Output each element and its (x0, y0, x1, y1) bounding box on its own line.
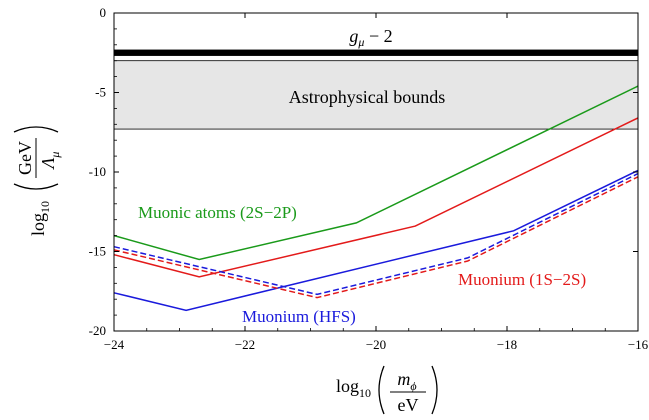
series-hfs (113, 169, 639, 312)
band-g-2 (114, 49, 638, 56)
xlabel-num-sub: ϕ (410, 379, 416, 393)
annotation-muonic-atoms: Muonic atoms (2S−2P) (138, 203, 297, 222)
x-tick-label: −22 (235, 337, 255, 352)
band-label-astro: Astrophysical bounds (289, 87, 446, 107)
annotation-muonium-hfs: Muonium (HFS) (242, 307, 356, 326)
series-atoms (113, 85, 639, 261)
xlabel-prefix: log (336, 376, 359, 396)
y-tick-label: 0 (100, 5, 107, 20)
xlabel-sub: 10 (359, 386, 371, 400)
ticks-layer: −24 −22 −20 −18 −16 0 -5 -10 -15 -20 (89, 5, 649, 352)
x-tick-label: −16 (628, 337, 649, 352)
g2-main: g (349, 26, 358, 46)
svg-text:Λμ: Λμ (38, 152, 62, 171)
svg-text:log10: log10 (28, 201, 52, 236)
x-tick-label: −24 (104, 337, 125, 352)
svg-text:log10: log10 (336, 376, 371, 400)
y-tick-label: -5 (95, 85, 106, 100)
xlabel-paren-left (378, 365, 385, 415)
x-tick-label: −18 (497, 337, 517, 352)
series-dash_red (113, 176, 639, 299)
ylabel-prefix: log (28, 213, 48, 236)
xlabel-paren-right (431, 365, 438, 415)
band-label-g2: gμ − 2 (349, 26, 392, 49)
series-layer (113, 85, 639, 312)
y-tick-label: -15 (89, 244, 106, 259)
g2-sub: μ (357, 35, 364, 49)
ylabel-den-main: Λ (38, 157, 58, 170)
annotation-muonium-1s2s: Muonium (1S−2S) (458, 270, 586, 289)
series-muonium_1s2s (113, 117, 639, 278)
x-axis-label: log10 mϕ eV (336, 365, 438, 415)
y-tick-label: -20 (89, 323, 106, 338)
ylabel-paren-left (13, 183, 59, 190)
ylabel-paren-right (13, 126, 59, 133)
ylabel-den-sub: μ (48, 152, 62, 159)
bands-layer (113, 49, 639, 130)
ylabel-num: GeV (15, 141, 35, 175)
y-tick-label: -10 (89, 164, 106, 179)
xlabel-den: eV (398, 395, 419, 415)
xlabel-num-main: m (397, 369, 410, 389)
y-axis-label: log10 GeV Λμ (13, 126, 62, 236)
svg-text:mϕ: mϕ (397, 369, 416, 393)
ylabel-sub: 10 (38, 201, 52, 213)
series-dash_blue (113, 172, 639, 296)
g2-rest: − 2 (364, 26, 392, 46)
band-astro (113, 60, 639, 130)
x-tick-label: −20 (366, 337, 386, 352)
